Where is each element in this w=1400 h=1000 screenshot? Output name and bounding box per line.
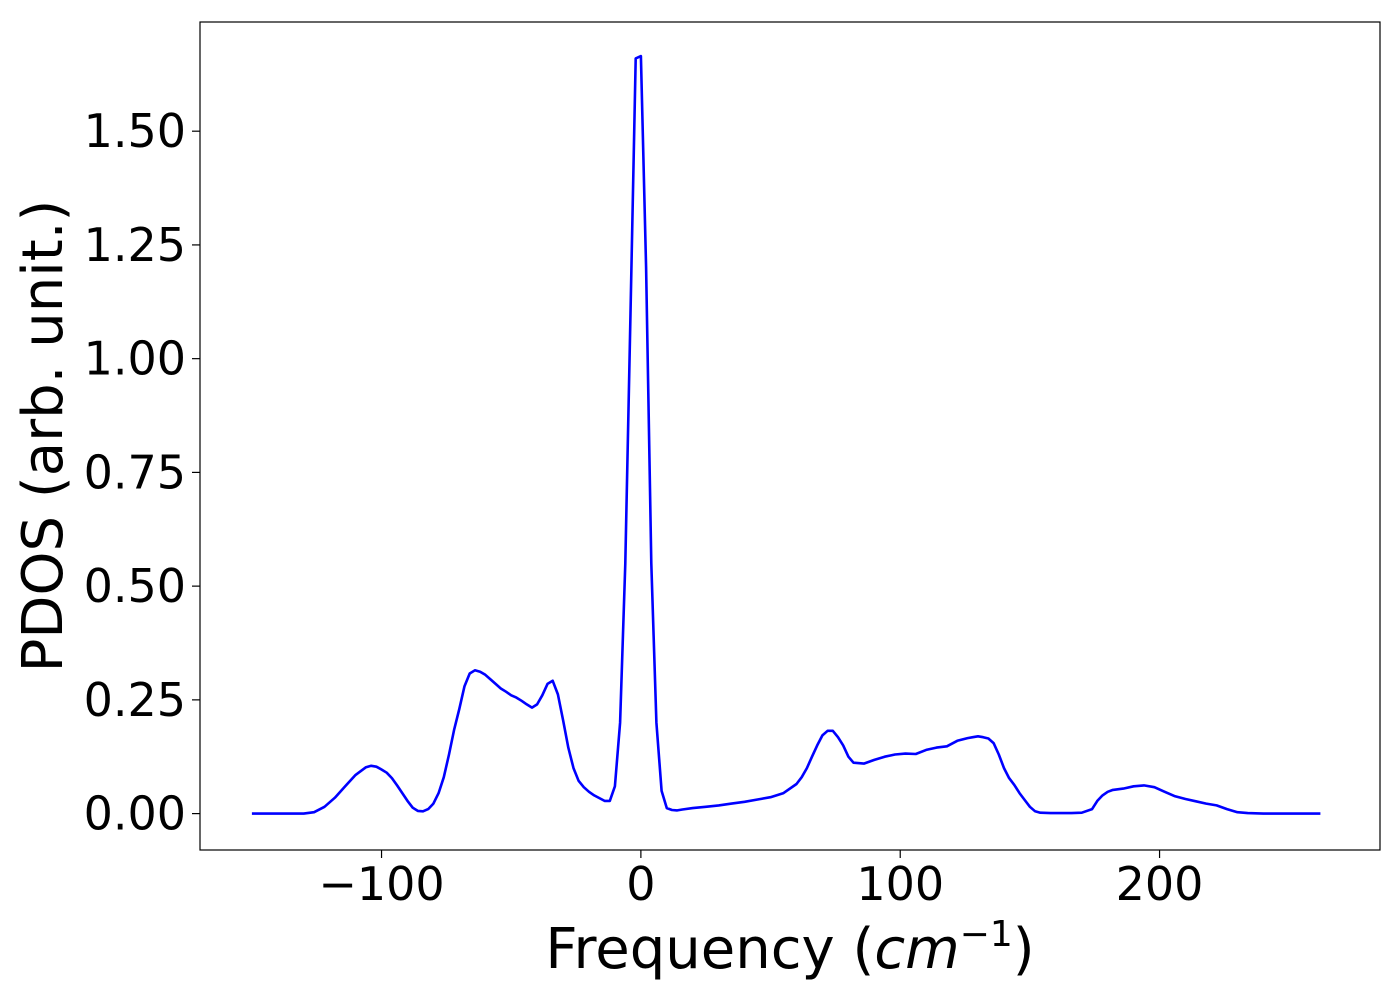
x-tick-label: 0 [626, 857, 655, 911]
y-tick-label: 1.00 [84, 332, 186, 386]
x-tick-label: −100 [318, 857, 444, 911]
x-tick-label: 100 [856, 857, 944, 911]
x-axis-title-close: ) [1013, 917, 1035, 982]
x-axis-ticks: −100 0 100 200 [318, 850, 1203, 911]
x-axis-title-exponent: −1 [960, 914, 1013, 955]
pdos-series-line [251, 54, 1321, 815]
y-tick-label: 1.50 [84, 104, 186, 158]
plot-area [251, 54, 1321, 815]
y-tick-label: 0.50 [84, 559, 186, 613]
y-tick-label: 0.25 [84, 673, 186, 727]
axes-frame [199, 21, 1381, 851]
x-axis-title-text: Frequency ( [545, 917, 874, 982]
y-axis-ticks: 0.00 0.25 0.50 0.75 1.00 1.25 1.50 [84, 104, 200, 841]
y-tick-label: 0.75 [84, 445, 186, 499]
x-tick-label: 200 [1116, 857, 1204, 911]
y-tick-label: 1.25 [84, 218, 186, 272]
x-axis-title: Frequency (cm−1) [545, 914, 1034, 982]
x-axis-title-unit: cm [874, 917, 959, 982]
y-axis-title: PDOS (arb. unit.) [11, 200, 76, 673]
y-tick-label: 0.00 [84, 787, 186, 841]
